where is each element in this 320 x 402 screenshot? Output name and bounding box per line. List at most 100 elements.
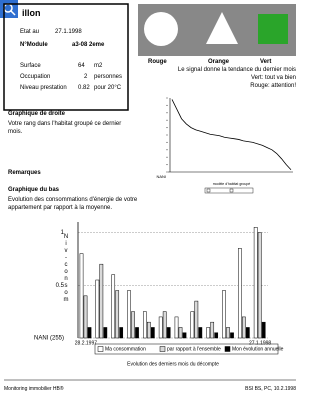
bar: [87, 327, 92, 339]
bar: [222, 290, 226, 339]
legend-swatch: [159, 346, 166, 352]
signal-text: Vert: tout va bien: [250, 75, 296, 81]
bar: [131, 311, 135, 339]
bar: [151, 327, 155, 339]
charts: NANI modèle d'habitat groupé NANI (255) 0.5…: [34, 97, 293, 367]
heading: Graphique du bas: [8, 187, 60, 193]
y-axis-label: Niv-consom: [63, 234, 69, 304]
legend-label: Ma consommation: [105, 347, 146, 353]
page: illon Etat au 27.1.1998 N°Module a3-08 2…: [0, 0, 296, 392]
row-value: 64: [78, 63, 85, 69]
bar: [119, 327, 124, 339]
bar: [194, 300, 199, 339]
signal-green: [258, 14, 288, 44]
x-axis-label: modèle d'habitat groupé: [213, 182, 250, 186]
layout: [0, 0, 296, 381]
legend-swatch: [97, 346, 104, 352]
signal-label: Orange: [208, 59, 230, 65]
signal-text: Le signal donne la tendance du dernier m…: [177, 67, 296, 73]
date-label: Etat au: [20, 29, 40, 35]
bar: [226, 327, 230, 339]
bar: [143, 311, 147, 339]
legend-frame: [204, 187, 254, 194]
bar: [162, 311, 167, 339]
bar: [238, 248, 242, 339]
axis-dot: [166, 97, 168, 99]
bar: [206, 327, 211, 339]
date: 27.1.1998: [55, 29, 82, 35]
row-unit: personnes: [94, 74, 123, 80]
heading: Remarques: [8, 170, 41, 176]
bar: [111, 274, 116, 339]
bar: [135, 327, 139, 339]
bar: [115, 290, 120, 339]
bar: [198, 327, 203, 339]
bar: [257, 232, 262, 339]
signal-label: Vert: [260, 59, 272, 65]
row-unit: pour 20°C: [94, 85, 122, 91]
bar: [166, 327, 171, 339]
paragraph: Evolution des consommations d'énergie de…: [8, 197, 138, 211]
axis-dot: [166, 112, 168, 114]
footer-right: BSI BS, PC, 10.2.1998: [245, 386, 296, 392]
axis-dot: [166, 104, 168, 106]
legend-swatch: [229, 188, 234, 193]
legend-frame: [94, 343, 279, 355]
axis-dot: [166, 119, 168, 121]
bar: [253, 227, 258, 339]
heading: Graphique de droite: [8, 111, 66, 117]
bar: [214, 332, 219, 339]
bar: [182, 332, 187, 339]
module-label: N°Module: [20, 42, 48, 48]
bar: [190, 311, 195, 339]
zoom-handle: [10, 10, 16, 16]
signal-orange: [206, 12, 238, 44]
bar: [261, 321, 266, 339]
bar: [158, 316, 163, 339]
bar: [99, 263, 104, 339]
row-label: Occupation: [20, 74, 51, 80]
legend-swatch: [224, 346, 231, 352]
bar: [79, 253, 84, 339]
bar: [83, 295, 88, 339]
bar: [127, 290, 131, 339]
bar: [178, 327, 183, 339]
axis-dot: [166, 164, 168, 166]
axis-dot: [166, 171, 168, 173]
signal-red: [144, 12, 178, 46]
row-value: 2: [84, 74, 88, 80]
y-tick-label: 0.5: [56, 283, 65, 289]
bar: [210, 321, 215, 339]
bar: [174, 316, 179, 339]
module: a3-08 2eme: [72, 42, 105, 48]
row-label: Surface: [20, 63, 41, 69]
x-axis-label: Evolution des derniers mois du décompte: [127, 361, 219, 367]
x-tick-label: 28.2.1997: [75, 340, 97, 346]
bar: [95, 279, 100, 339]
line: [171, 99, 292, 171]
signal-text: Rouge: attention!: [250, 83, 296, 89]
axis-dot: [166, 156, 168, 158]
legend-label: Mon évolution annuelle: [232, 347, 284, 353]
bar: [230, 332, 234, 339]
axis-dot: [166, 141, 168, 143]
x-tick-label: 27.1.1998: [249, 340, 271, 346]
row-label: Niveau prestation: [20, 85, 67, 91]
info-box: [3, 3, 129, 111]
axis-dot: [166, 127, 168, 129]
bar: [246, 327, 250, 339]
signal-label: Rouge: [148, 59, 167, 65]
axis-dot: [166, 149, 168, 151]
paragraph: Votre rang dans l'habitat groupé ce dern…: [8, 121, 122, 135]
legend-swatch: [206, 188, 211, 193]
y-tick-label: NANI (255): [34, 336, 64, 342]
bar: [147, 321, 151, 339]
row-unit: m2: [94, 63, 103, 69]
axis-dot: [166, 134, 168, 136]
legend-label: par rapport à l'ensemble: [167, 347, 221, 353]
bar: [103, 327, 108, 339]
y-tick-label: NANI: [156, 174, 166, 179]
y-tick-label: 1: [61, 230, 65, 236]
title: illon: [22, 8, 41, 18]
footer-left: Monitoring immobilier HB®: [4, 386, 64, 392]
